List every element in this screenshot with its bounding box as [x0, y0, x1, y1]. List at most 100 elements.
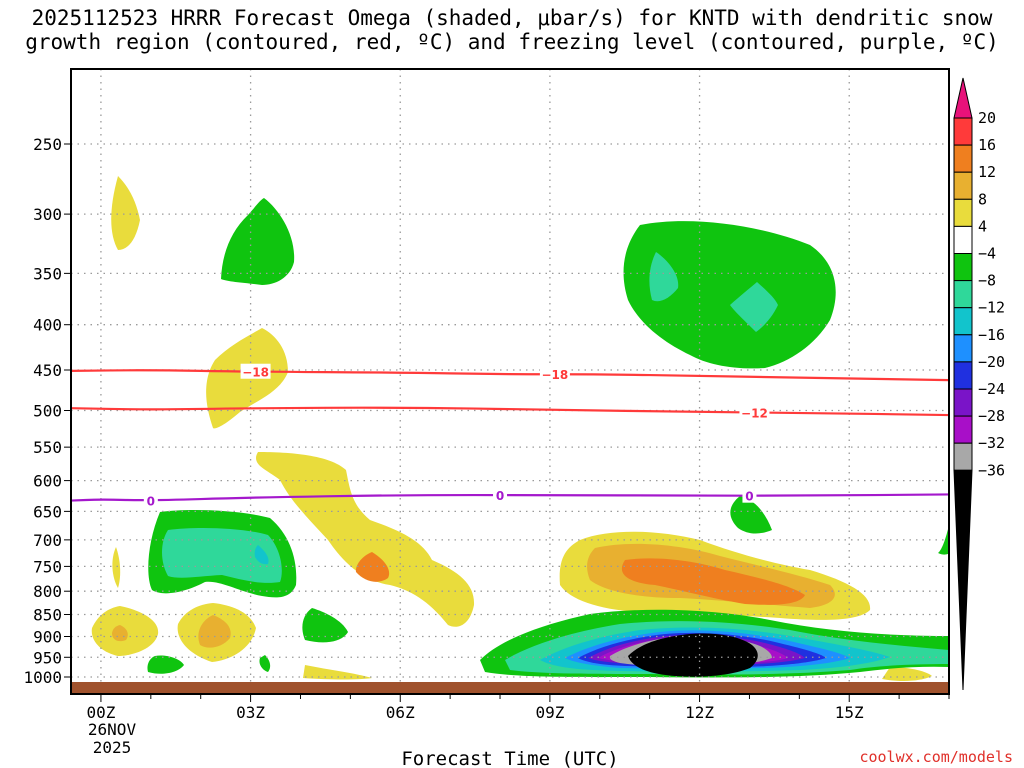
colorbar-swatch [953, 280, 973, 309]
colorbar-label: −36 [978, 461, 1005, 479]
contour-line [71, 369, 949, 382]
omega-region-orange-2 [355, 552, 390, 582]
x-date-day: 26NOV [88, 720, 137, 739]
colorbar-top-arrow [953, 77, 973, 119]
ground-surface [71, 682, 949, 694]
omega-region-orange-1 [621, 558, 805, 605]
y-tick-label: 900 [33, 627, 62, 646]
y-axis: 250 300 350 400 450 500 550 600 650 700 750 800 850 9… [23, 135, 71, 687]
omega-region-green-small-1 [302, 608, 348, 643]
colorbar-label: −16 [978, 326, 1005, 344]
omega-region-green-edge [938, 525, 949, 555]
y-tick-label: 800 [33, 582, 62, 601]
omega-region-bottom-strip [303, 665, 372, 680]
omega-region-cyan-upper-1 [649, 252, 679, 302]
contour-label-bg [739, 404, 770, 420]
colorbar: 20 16 12 8 4 −4 −8 −12 −16 −20 −24 −28 −32 −36 [953, 77, 1005, 691]
y-tick-label: 650 [33, 502, 62, 521]
x-tick-label: 09Z [535, 703, 564, 722]
colorbar-swatch [953, 117, 973, 146]
contour-label: 0 [496, 489, 504, 503]
contour-label: −12 [741, 406, 768, 420]
x-tick-label: 06Z [386, 703, 415, 722]
colorbar-label: −28 [978, 407, 1005, 425]
contour-label: −18 [242, 366, 269, 380]
omega-region-green-small-3 [259, 655, 271, 672]
omega-region-cyan-low-left [162, 527, 282, 583]
y-tick-label: 1000 [23, 668, 62, 687]
contour-line [71, 406, 949, 417]
omega-region-up-left [111, 176, 140, 250]
contour-line [71, 493, 949, 502]
omega-region-diag-band [256, 452, 475, 627]
omega-region-small-yellow [112, 547, 121, 588]
colorbar-label: −32 [978, 434, 1005, 452]
colorbar-swatch [953, 307, 973, 336]
contour-label: 0 [147, 495, 155, 509]
colorbar-swatch [953, 225, 973, 254]
contour-label-bg [240, 363, 271, 379]
colorbar-swatch [953, 388, 973, 417]
contours [71, 369, 949, 502]
colorbar-label: 4 [978, 217, 987, 235]
colorbar-label: 16 [978, 136, 996, 154]
colorbar-swatch [953, 198, 973, 227]
colorbar-swatch [953, 253, 973, 282]
colorbar-swatch [953, 415, 973, 444]
y-tick-label: 600 [33, 472, 62, 491]
contour-labels: −18 −18 −12 0 0 0 [143, 363, 770, 509]
y-tick-label: 850 [33, 606, 62, 625]
chart-title: 2025112523 HRRR Forecast Omega (shaded, … [0, 6, 1024, 54]
chart-title-line2: growth region (contoured, red, ºC) and f… [25, 30, 999, 54]
plot-frame [70, 68, 950, 695]
x-axis: 00Z 03Z 06Z 09Z 12Z 15Z [86, 694, 950, 722]
colorbar-swatch [953, 442, 973, 471]
x-tick-label: 15Z [835, 703, 864, 722]
y-tick-label: 750 [33, 557, 62, 576]
y-tick-label: 700 [33, 531, 62, 550]
x-tick-label: 12Z [685, 703, 714, 722]
contour-label-bg [742, 487, 757, 503]
omega-region-green-right-mid [730, 496, 772, 534]
y-tick-label: 350 [33, 264, 62, 283]
colorbar-label: −8 [978, 272, 996, 290]
x-tick-label: 00Z [86, 703, 115, 722]
colorbar-label: −24 [978, 380, 1005, 398]
y-tick-label: 400 [33, 316, 62, 335]
colorbar-swatch [953, 334, 973, 363]
contour-label: 0 [745, 490, 753, 504]
colorbar-label: 12 [978, 163, 996, 181]
contour-label-bg [539, 366, 570, 382]
contour-label: −18 [542, 368, 569, 382]
y-tick-label: 550 [33, 438, 62, 457]
y-tick-label: 250 [33, 135, 62, 154]
x-date-year: 2025 [93, 738, 132, 757]
omega-region-cyan2-low-left [254, 545, 269, 565]
x-tick-label: 03Z [236, 703, 265, 722]
colorbar-label: −12 [978, 299, 1005, 317]
omega-region-gold-2 [198, 615, 231, 648]
colorbar-bottom-arrow [953, 469, 973, 691]
colorbar-swatch [953, 171, 973, 200]
colorbar-label: 8 [978, 190, 987, 208]
omega-region-core-black [628, 633, 758, 677]
colorbar-label: −20 [978, 353, 1005, 371]
chart-title-line1: 2025112523 HRRR Forecast Omega (shaded, … [31, 6, 993, 30]
colorbar-label: −4 [978, 245, 996, 263]
omega-region-right-bottom [882, 667, 932, 681]
colorbar-swatch [953, 144, 973, 173]
y-tick-label: 500 [33, 402, 62, 421]
x-axis-label: Forecast Time (UTC) [401, 748, 618, 768]
colorbar-label: 20 [978, 109, 996, 127]
omega-region-green-upper-right [623, 221, 836, 369]
contour-label-bg [143, 492, 158, 508]
credit-text: coolwx.com/models [859, 748, 1013, 766]
colorbar-swatch [953, 361, 973, 390]
omega-region-green-upper-left [221, 198, 295, 285]
omega-region-green-small-2 [147, 655, 184, 674]
y-tick-label: 450 [33, 361, 62, 380]
omega-region-cyan-upper-2 [730, 282, 778, 332]
contour-label-bg [493, 487, 508, 503]
y-tick-label: 300 [33, 205, 62, 224]
